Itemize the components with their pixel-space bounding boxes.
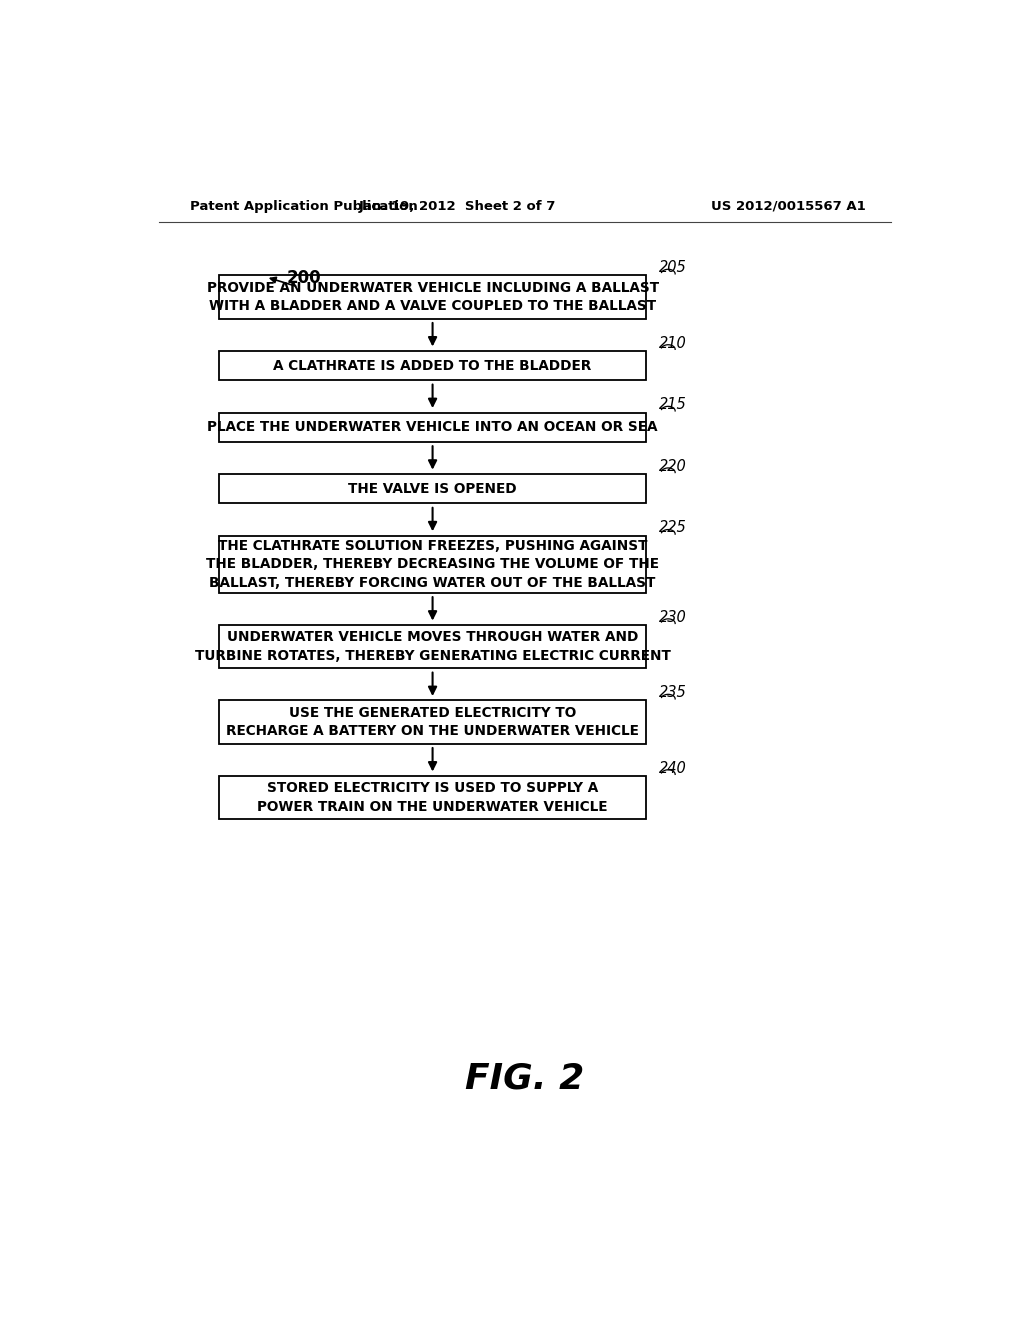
Text: Jan. 19, 2012  Sheet 2 of 7: Jan. 19, 2012 Sheet 2 of 7: [358, 199, 556, 213]
Bar: [219, 536, 646, 593]
Text: 200: 200: [287, 269, 322, 286]
Text: THE CLATHRATE SOLUTION FREEZES, PUSHING AGAINST
THE BLADDER, THEREBY DECREASING : THE CLATHRATE SOLUTION FREEZES, PUSHING …: [206, 539, 659, 590]
Text: PLACE THE UNDERWATER VEHICLE INTO AN OCEAN OR SEA: PLACE THE UNDERWATER VEHICLE INTO AN OCE…: [207, 420, 657, 434]
Bar: [219, 276, 646, 318]
Text: 215: 215: [658, 397, 687, 412]
Text: 220: 220: [658, 459, 687, 474]
Text: 230: 230: [658, 610, 687, 624]
Text: 225: 225: [658, 520, 687, 536]
Text: 205: 205: [658, 260, 687, 275]
Text: US 2012/0015567 A1: US 2012/0015567 A1: [712, 199, 866, 213]
Text: THE VALVE IS OPENED: THE VALVE IS OPENED: [348, 482, 517, 496]
Bar: [219, 626, 646, 668]
Bar: [219, 474, 646, 503]
Bar: [219, 776, 646, 818]
Text: 210: 210: [658, 335, 687, 351]
Text: Patent Application Publication: Patent Application Publication: [190, 199, 418, 213]
Text: STORED ELECTRICITY IS USED TO SUPPLY A
POWER TRAIN ON THE UNDERWATER VEHICLE: STORED ELECTRICITY IS USED TO SUPPLY A P…: [257, 781, 608, 813]
Text: 240: 240: [658, 760, 687, 776]
Text: USE THE GENERATED ELECTRICITY TO
RECHARGE A BATTERY ON THE UNDERWATER VEHICLE: USE THE GENERATED ELECTRICITY TO RECHARG…: [226, 706, 639, 738]
Text: PROVIDE AN UNDERWATER VEHICLE INCLUDING A BALLAST
WITH A BLADDER AND A VALVE COU: PROVIDE AN UNDERWATER VEHICLE INCLUDING …: [207, 281, 658, 313]
Bar: [219, 412, 646, 442]
Text: UNDERWATER VEHICLE MOVES THROUGH WATER AND
TURBINE ROTATES, THEREBY GENERATING E: UNDERWATER VEHICLE MOVES THROUGH WATER A…: [195, 631, 671, 663]
Text: FIG. 2: FIG. 2: [465, 1061, 585, 1096]
Bar: [219, 701, 646, 743]
Bar: [219, 351, 646, 380]
Text: 235: 235: [658, 685, 687, 700]
Text: A CLATHRATE IS ADDED TO THE BLADDER: A CLATHRATE IS ADDED TO THE BLADDER: [273, 359, 592, 372]
